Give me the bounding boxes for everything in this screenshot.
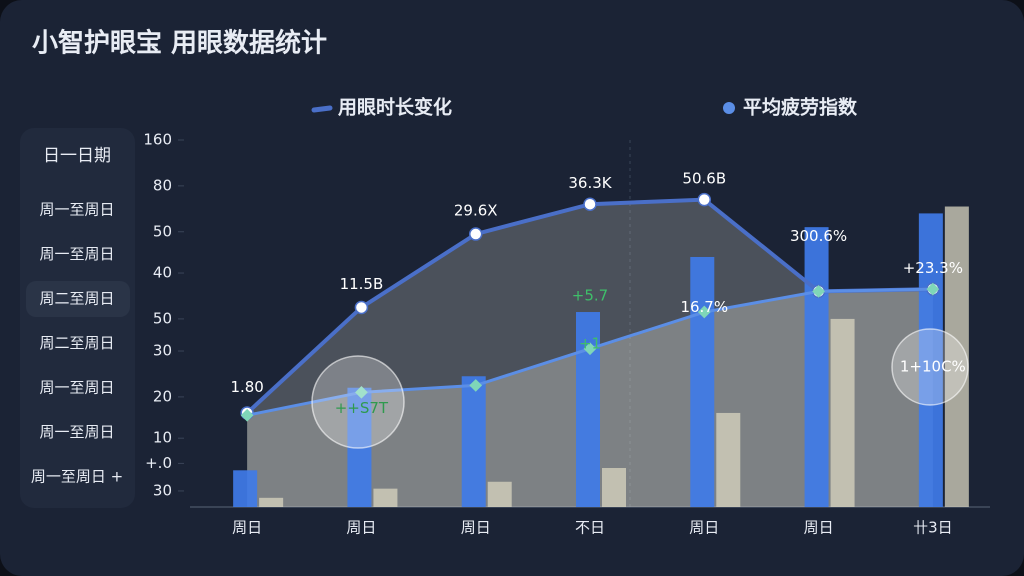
sidebar-header: 日一日期 — [43, 146, 111, 166]
legend-swatch — [723, 102, 735, 114]
bar — [918, 213, 943, 507]
highlight — [891, 328, 969, 406]
bar — [690, 256, 715, 507]
sidebar-item[interactable]: 周一至周日 — [39, 245, 114, 263]
sidebar — [20, 128, 135, 508]
x-tick-label: 周日 — [804, 519, 834, 537]
bar — [461, 376, 486, 507]
y-tick-label: 20 — [153, 387, 172, 405]
legend-label: 平均疲劳指数 — [743, 96, 858, 119]
x-tick-label: 卄3日 — [913, 519, 953, 537]
annotation: 300.6% — [790, 227, 847, 245]
annotation: 1.80 — [230, 378, 263, 396]
sidebar-item[interactable]: 周一至周日 — [39, 201, 114, 219]
point — [354, 300, 369, 315]
y-tick-label: 10 — [153, 429, 172, 447]
y-tick-label: 80 — [153, 176, 172, 194]
legend-label: 用眼时长变化 — [338, 96, 452, 119]
sidebar-item[interactable]: 周一至周日 — [39, 379, 114, 397]
annotation: 36.3K — [568, 174, 612, 192]
bar — [716, 412, 741, 507]
highlight — [311, 355, 405, 449]
point — [355, 385, 368, 399]
sidebar-item[interactable]: 周二至周日 — [39, 290, 114, 308]
sidebar-item[interactable]: 周一至周日 + — [31, 468, 123, 486]
x-tick-label: 周日 — [346, 519, 376, 537]
annotation: 50.6B — [682, 169, 726, 187]
annotation: +5.7 — [572, 286, 608, 304]
x-tick-label: 周日 — [232, 519, 262, 537]
bar — [944, 206, 969, 508]
x-tick-label: 周日 — [689, 519, 719, 537]
bar — [830, 318, 855, 507]
y-tick-label: +.0 — [145, 454, 172, 472]
bar — [233, 470, 258, 507]
bar — [804, 227, 829, 507]
annotation: 29.6X — [454, 202, 498, 220]
point — [469, 379, 483, 392]
point — [468, 227, 483, 241]
bar — [487, 481, 512, 507]
y-tick-label: 50 — [153, 222, 172, 240]
annotation: +1 — [579, 335, 601, 353]
annotation: 1+10C% — [900, 358, 966, 376]
sidebar-item[interactable]: 周二至周日 — [39, 334, 114, 352]
y-tick-label: 160 — [143, 131, 172, 149]
bar — [602, 468, 626, 507]
point — [697, 192, 712, 207]
y-tick-label: 40 — [153, 264, 172, 282]
y-tick-label: 30 — [153, 342, 172, 360]
x-tick-label: 周日 — [461, 519, 491, 537]
sidebar-item[interactable]: 周一至周日 — [39, 423, 114, 441]
annotation: +23.3% — [903, 259, 963, 277]
annotation: ++S7T — [335, 399, 389, 417]
annotation: 16.7% — [680, 298, 728, 316]
annotation: 11.5B — [340, 275, 384, 293]
sidebar-item-bg — [26, 281, 130, 317]
bar — [259, 497, 284, 507]
point — [240, 408, 254, 422]
y-tick-label: 30 — [153, 481, 172, 499]
legend-swatch — [311, 105, 333, 113]
point — [583, 197, 597, 211]
y-tick-label: 50 — [153, 309, 172, 327]
bar — [373, 488, 398, 507]
chart-title: 小智护眼宝 用眼数据统计 — [32, 28, 327, 59]
x-tick-label: 不日 — [575, 519, 605, 537]
